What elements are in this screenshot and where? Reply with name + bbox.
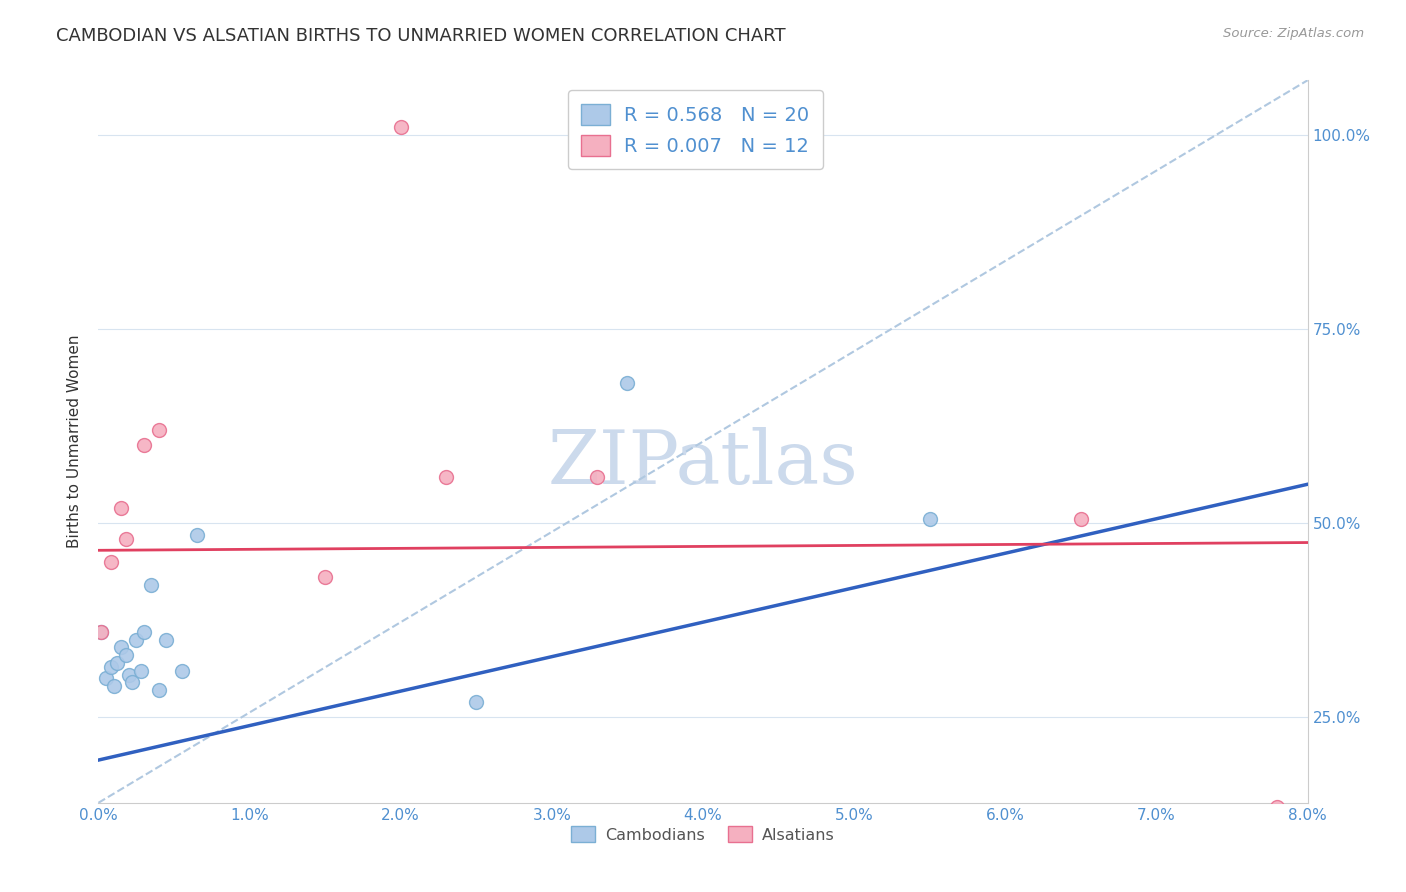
Point	[100, 555, 122, 569]
Point	[105, 656, 128, 670]
Point	[616, 376, 638, 391]
Point	[465, 695, 488, 709]
Text: CAMBODIAN VS ALSATIAN BIRTHS TO UNMARRIED WOMEN CORRELATION CHART: CAMBODIAN VS ALSATIAN BIRTHS TO UNMARRIE…	[56, 27, 786, 45]
Point	[125, 632, 148, 647]
Point	[586, 469, 609, 483]
Point	[110, 500, 132, 515]
Point	[94, 672, 117, 686]
Point	[132, 624, 155, 639]
Point	[1070, 512, 1092, 526]
Point	[129, 664, 152, 678]
Point	[100, 660, 122, 674]
Point	[389, 120, 412, 134]
Point	[314, 570, 336, 584]
Point	[148, 423, 170, 437]
Point	[118, 667, 141, 681]
Text: ZIPatlas: ZIPatlas	[547, 426, 859, 500]
Point	[121, 675, 143, 690]
Point	[114, 648, 136, 663]
Point	[90, 624, 112, 639]
Point	[170, 664, 193, 678]
Point	[155, 632, 177, 647]
Point	[434, 469, 457, 483]
Point	[132, 438, 155, 452]
Point	[103, 679, 125, 693]
Point	[186, 528, 208, 542]
Point	[918, 512, 941, 526]
Point	[141, 578, 163, 592]
Point	[90, 624, 112, 639]
Point	[1267, 799, 1289, 814]
Y-axis label: Births to Unmarried Women: Births to Unmarried Women	[67, 334, 83, 549]
Legend: Cambodians, Alsatians: Cambodians, Alsatians	[565, 820, 841, 849]
Point	[148, 683, 170, 698]
Text: Source: ZipAtlas.com: Source: ZipAtlas.com	[1223, 27, 1364, 40]
Point	[114, 532, 136, 546]
Point	[110, 640, 132, 655]
